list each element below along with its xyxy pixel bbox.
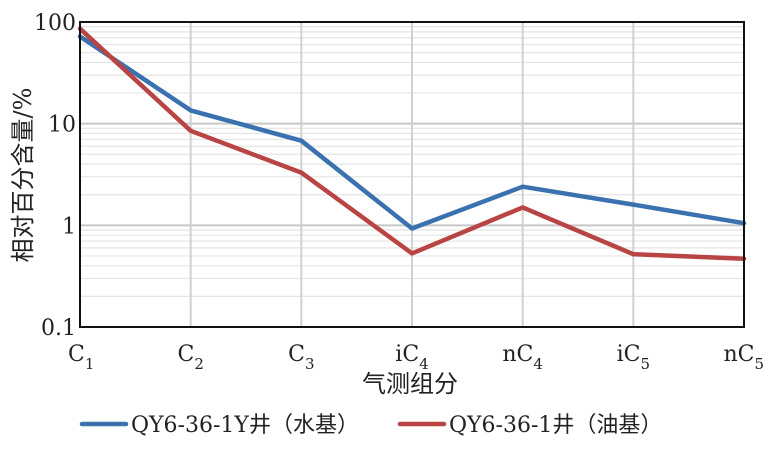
x-tick-label: C1	[68, 342, 94, 373]
y-tick-label: 1	[62, 214, 76, 239]
axes	[79, 21, 745, 328]
series-lines	[77, 26, 747, 261]
x-tick-label: iC5	[617, 342, 650, 373]
y-axis-title: 相对百分含量/%	[9, 88, 37, 263]
series-line-2	[77, 26, 747, 261]
x-tick-label: nC4	[502, 342, 543, 373]
y-tick-label: 10	[48, 113, 76, 138]
legend: QY6-36-1Y井（水基） QY6-36-1井（油基）	[79, 413, 662, 438]
y-tick-labels: 0.1 1 10 100	[34, 11, 76, 341]
major-grid	[79, 21, 745, 328]
y-tick-label: 100	[34, 11, 76, 36]
x-tick-label: C3	[288, 342, 314, 373]
x-tick-labels: C1 C2 C3 iC4 nC4 iC5 nC5	[68, 342, 764, 373]
legend-item-2: QY6-36-1井（油基）	[397, 413, 662, 438]
x-tick-label: nC5	[723, 342, 764, 373]
series-line-1	[77, 34, 747, 231]
legend-label: QY6-36-1Y井（水基）	[131, 413, 359, 438]
x-tick-label: iC4	[395, 342, 428, 373]
x-axis-title: 气测组分	[362, 370, 458, 398]
legend-label: QY6-36-1井（油基）	[449, 413, 662, 438]
plot-frame	[79, 21, 745, 328]
x-tick-label: C2	[177, 342, 203, 373]
legend-item-1: QY6-36-1Y井（水基）	[79, 413, 359, 438]
y-tick-label: 0.1	[41, 316, 76, 341]
